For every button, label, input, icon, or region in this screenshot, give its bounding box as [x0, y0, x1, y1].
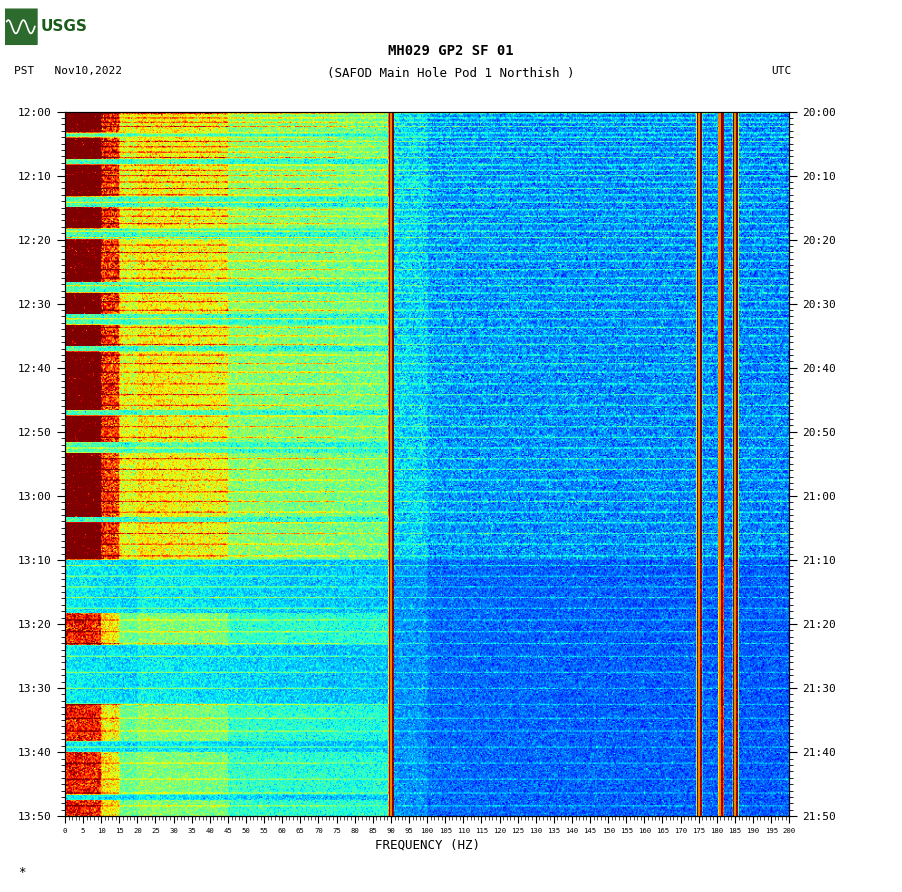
X-axis label: FREQUENCY (HZ): FREQUENCY (HZ)	[374, 838, 480, 851]
Text: *: *	[18, 866, 25, 879]
Text: (SAFOD Main Hole Pod 1 Northish ): (SAFOD Main Hole Pod 1 Northish )	[327, 67, 575, 80]
Text: MH029 GP2 SF 01: MH029 GP2 SF 01	[388, 44, 514, 58]
Text: UTC: UTC	[771, 66, 791, 76]
FancyBboxPatch shape	[4, 9, 38, 45]
Text: PST   Nov10,2022: PST Nov10,2022	[14, 66, 122, 76]
Text: USGS: USGS	[41, 20, 87, 34]
